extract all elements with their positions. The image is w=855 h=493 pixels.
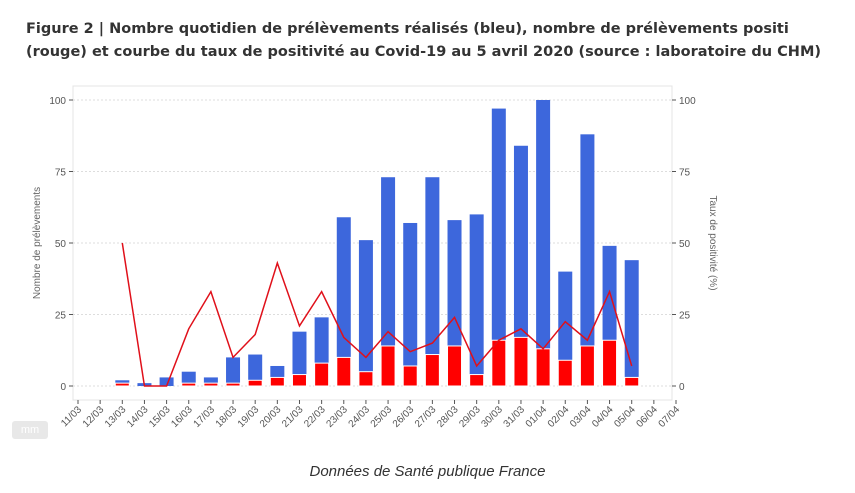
x-tick-label: 01/04 [524, 404, 550, 430]
x-tick-label: 26/03 [391, 404, 417, 430]
bar-positive [469, 374, 485, 387]
x-tick-label: 23/03 [324, 404, 350, 430]
bar-total [403, 222, 418, 386]
x-tick-label: 28/03 [435, 404, 461, 430]
x-tick-label: 25/03 [369, 404, 395, 430]
bar-total [181, 371, 196, 386]
positivity-line [121, 242, 633, 387]
bar-positive [203, 382, 219, 387]
bar-total [292, 331, 307, 386]
x-tick-label: 07/04 [657, 404, 683, 430]
bar-total [536, 100, 551, 386]
figure-title: Figure 2 | Nombre quotidien de prélèveme… [26, 21, 821, 60]
bar-total [381, 177, 396, 386]
bar-positive [314, 362, 330, 387]
bar-positive [535, 348, 551, 387]
bar-positive [513, 336, 529, 387]
y2-tick-label: 25 [679, 311, 691, 322]
x-tick-label: 11/03 [59, 404, 84, 429]
bar-positive [114, 382, 130, 387]
bar-total [580, 134, 595, 386]
x-tick-label: 21/03 [280, 404, 306, 430]
y-axis-label: Nombre de prélèvements [32, 187, 43, 299]
bar-positive [402, 365, 418, 387]
bar-positive [291, 374, 307, 387]
bar-total [425, 177, 440, 386]
bar-total [447, 220, 462, 386]
x-tick-label: 29/03 [457, 404, 483, 430]
x-tick-label: 05/04 [612, 404, 638, 430]
bar-total [513, 145, 528, 386]
y-tick-label: 25 [55, 311, 67, 322]
bar-total [469, 214, 484, 386]
x-tick-label: 27/03 [413, 404, 439, 430]
x-tick-label: 24/03 [347, 404, 373, 430]
bar-total [624, 260, 639, 386]
bar-total [491, 108, 506, 386]
y-tick-label: 75 [55, 168, 67, 179]
bar-positive [579, 345, 595, 387]
caption: Données de Santé publique France [309, 463, 546, 480]
x-tick-label: 22/03 [302, 404, 328, 430]
bar-positive [602, 339, 618, 387]
x-tick-label: 03/04 [568, 404, 594, 430]
x-tick-label: 04/04 [590, 404, 616, 430]
bar-total [203, 377, 218, 386]
bar-positive [225, 382, 241, 387]
x-tick-label: 20/03 [258, 404, 284, 430]
bar-total [358, 240, 373, 386]
x-tick-label: 15/03 [147, 404, 173, 430]
bar-total [558, 271, 573, 386]
x-tick-label: 06/04 [634, 404, 660, 430]
bar-positive [491, 339, 507, 387]
badge: mm [12, 421, 48, 439]
x-tick-label: 18/03 [214, 404, 240, 430]
bar-positive [624, 376, 640, 387]
bar-positive [557, 359, 573, 387]
x-tick-label: 19/03 [236, 404, 262, 430]
bar-positive [447, 345, 463, 387]
y-tick-label: 100 [49, 96, 66, 107]
bar-total [159, 377, 174, 386]
x-tick-label: 02/04 [546, 404, 572, 430]
x-tick-label: 14/03 [125, 404, 151, 430]
y-tick-label: 0 [60, 382, 66, 393]
bar-positive [380, 345, 396, 387]
x-tick-label: 12/03 [81, 404, 107, 430]
bar-positive [247, 379, 263, 387]
bar-total [226, 357, 241, 386]
x-tick-label: 16/03 [169, 404, 195, 430]
y2-tick-label: 50 [679, 239, 691, 250]
y2-tick-label: 75 [679, 168, 691, 179]
bar-positive [336, 356, 352, 387]
chart: 0 0 25 25 50 50 75 75 100 100 Nombre de prélèvemen… [32, 85, 718, 430]
x-tick-label: 13/03 [103, 404, 129, 430]
x-tick-label: 30/03 [479, 404, 505, 430]
x-tick-label: 31/03 [502, 404, 528, 430]
y2-axis-label: Taux de positivité (%) [707, 195, 718, 290]
y2-tick-label: 0 [679, 382, 685, 393]
bar-positive [424, 354, 440, 387]
y-tick-label: 50 [55, 239, 67, 250]
bar-total [248, 354, 263, 386]
bar-positive [269, 376, 285, 387]
bar-positive [358, 371, 374, 387]
bar-positive [181, 382, 197, 387]
x-tick-label: 17/03 [192, 404, 218, 430]
bar-total [336, 217, 351, 386]
y2-tick-label: 100 [679, 96, 696, 107]
